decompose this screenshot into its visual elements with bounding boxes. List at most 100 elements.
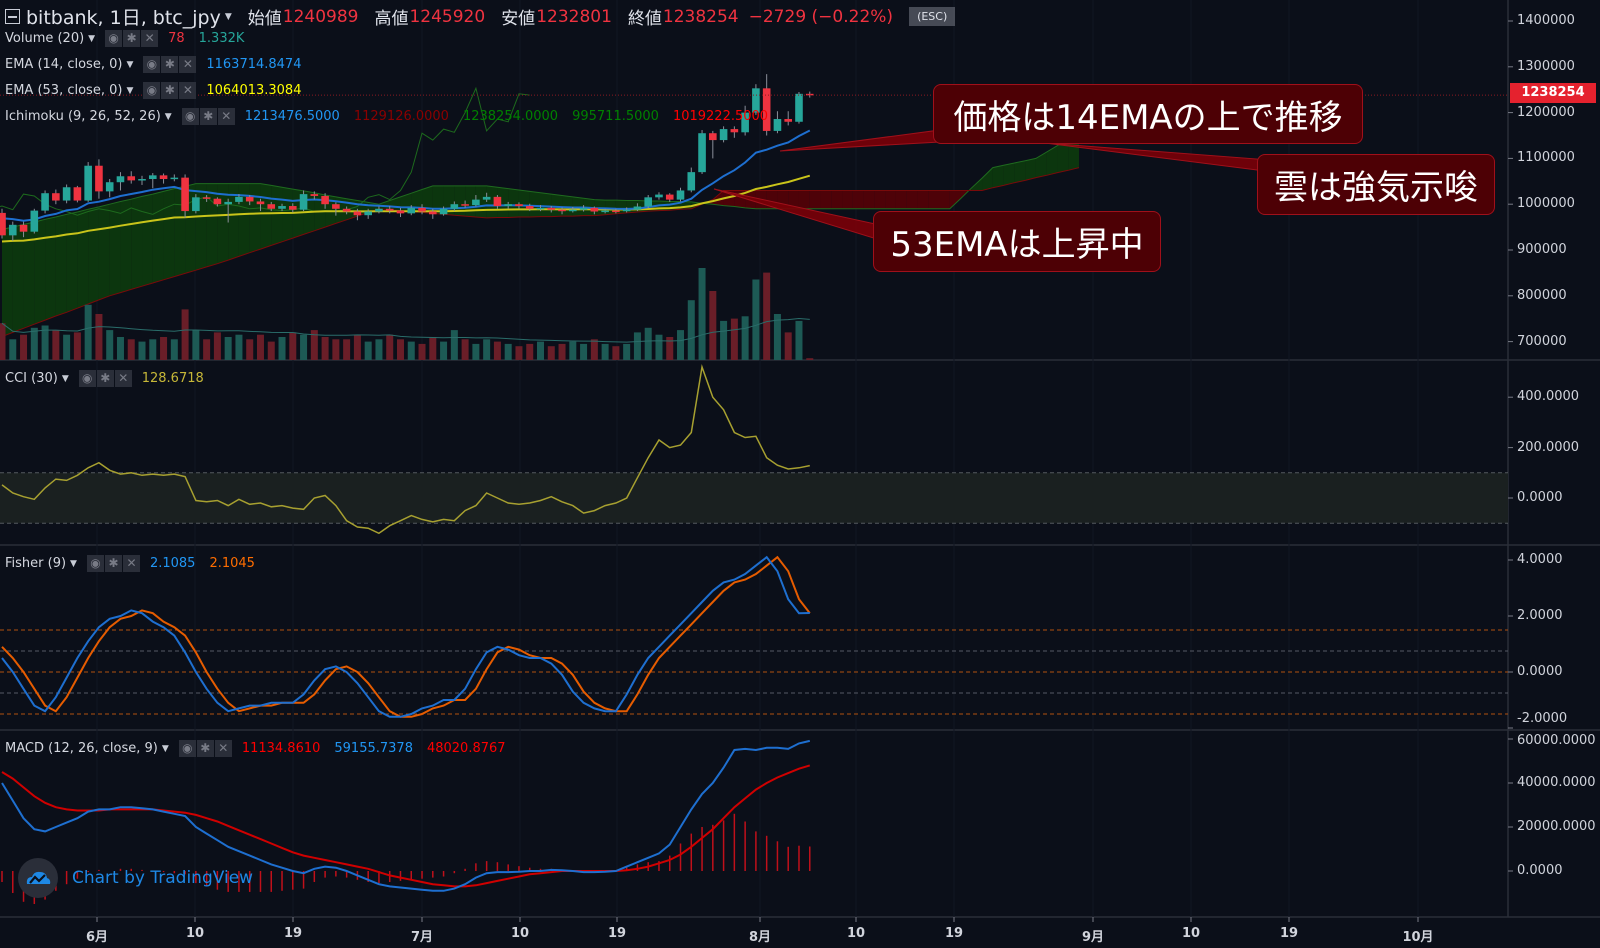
candle-body [342, 208, 351, 212]
candle-body [192, 197, 200, 212]
ichimoku-cloud-segment [982, 167, 993, 191]
close-icon[interactable]: ✕ [122, 555, 140, 572]
change-value: −2729 (−0.22%) [748, 6, 894, 27]
legend-name[interactable]: Fisher (9) [5, 556, 67, 571]
price-pane[interactable] [0, 74, 1508, 360]
visibility-icon[interactable]: ◉ [105, 30, 123, 47]
legend-value: 78 [168, 31, 185, 46]
legend-name[interactable]: EMA (53, close, 0) [5, 83, 123, 98]
legend-name[interactable]: MACD (12, 26, close, 9) [5, 741, 158, 756]
legend-value: 2.1045 [209, 556, 255, 571]
collapse-icon[interactable] [5, 9, 20, 24]
time-axis-label: 19 [1279, 926, 1299, 941]
legend-name[interactable]: Volume (20) [5, 31, 85, 46]
symbol-title[interactable]: bitbank, 1日, btc_jpy [26, 7, 221, 29]
visibility-icon[interactable]: ◉ [143, 82, 161, 99]
legend-fisher[interactable]: Fisher (9) ▼ ◉ ✱ ✕ 2.1085 2.1045 [5, 555, 263, 572]
legend-name[interactable]: Ichimoku (9, 26, 52, 26) [5, 109, 161, 124]
volume-bar [52, 330, 60, 360]
legend-cci[interactable]: CCI (30) ▼ ◉ ✱ ✕ 128.6718 [5, 370, 212, 387]
ichimoku-cloud-segment [1014, 160, 1026, 183]
gear-icon[interactable]: ✱ [123, 30, 141, 47]
chevron-down-icon[interactable]: ▼ [164, 111, 172, 122]
fisher-trigger-line [1, 555, 811, 718]
chevron-down-icon[interactable]: ▼ [224, 11, 232, 22]
legend-name[interactable]: CCI (30) [5, 371, 58, 386]
chevron-down-icon[interactable]: ▼ [161, 743, 169, 754]
tradingview-watermark[interactable]: Chart by TradingView [18, 858, 253, 898]
volume-bar [343, 339, 351, 360]
legend-volume[interactable]: Volume (20) ▼ ◉ ✱ ✕ 78 1.332K [5, 30, 252, 47]
close-icon[interactable]: ✕ [179, 82, 197, 99]
candle-body [515, 204, 523, 207]
ichimoku-cloud-segment [605, 200, 616, 215]
ichimoku-cloud-segment [917, 190, 929, 209]
chevron-down-icon[interactable]: ▼ [126, 59, 134, 70]
close-label: 終値 [627, 9, 662, 29]
visibility-icon[interactable]: ◉ [78, 370, 96, 387]
volume-bar [633, 332, 641, 360]
chevron-down-icon[interactable]: ▼ [70, 558, 77, 569]
gear-icon[interactable]: ✱ [199, 108, 217, 125]
visibility-icon[interactable]: ◉ [178, 740, 196, 757]
chevron-down-icon[interactable]: ▼ [88, 33, 96, 44]
close-icon[interactable]: ✕ [217, 108, 235, 125]
gear-icon[interactable]: ✱ [104, 555, 122, 572]
candle-body [127, 176, 136, 181]
ichimoku-cloud-segment [712, 190, 724, 206]
close-icon[interactable]: ✕ [214, 740, 232, 757]
legend-ichimoku[interactable]: Ichimoku (9, 26, 52, 26) ▼ ◉ ✱ ✕ 1213476.5000… [5, 108, 776, 125]
candle-body [773, 119, 782, 131]
close-icon[interactable]: ✕ [179, 56, 197, 73]
close-icon[interactable]: ✕ [114, 370, 132, 387]
esc-hint[interactable]: (ESC) [909, 7, 956, 26]
candle-body [116, 176, 125, 183]
candle-body [698, 133, 706, 173]
legend-macd[interactable]: MACD (12, 26, close, 9) ▼ ◉ ✱ ✕ 11134.8610 591… [5, 740, 514, 757]
volume-bar [30, 327, 38, 360]
time-axis-label: 9月 [1081, 930, 1105, 945]
candle-body [148, 175, 157, 180]
chevron-down-icon[interactable]: ▼ [61, 373, 69, 384]
fisher-pane[interactable] [0, 555, 1508, 718]
legend-ema53[interactable]: EMA (53, close, 0) ▼ ◉ ✱ ✕ 1064013.3084 [5, 82, 309, 99]
tradingview-logo-icon [18, 858, 58, 898]
volume-bar [375, 339, 383, 360]
ichimoku-cloud-segment [788, 190, 799, 209]
gear-icon[interactable]: ✱ [196, 740, 214, 757]
volume-bar [235, 334, 243, 360]
candle-body [407, 207, 416, 214]
candle-body [73, 187, 82, 201]
cci-pane[interactable] [0, 364, 1508, 535]
volume-bar [741, 316, 749, 360]
annotation-ema53[interactable]: 53EMAは上昇中 [873, 211, 1161, 272]
high-label: 高値 [374, 9, 409, 29]
close-icon[interactable]: ✕ [141, 30, 159, 47]
visibility-icon[interactable]: ◉ [86, 555, 104, 572]
legend-name[interactable]: EMA (14, close, 0) [5, 57, 123, 72]
annotation-cloud[interactable]: 雲は強気示唆 [1257, 154, 1495, 215]
candle-body [676, 190, 685, 200]
macd-pane[interactable] [1, 739, 811, 904]
volume-bar [73, 332, 81, 360]
time-axis-label: 19 [607, 926, 627, 941]
annotation-ema14[interactable]: 価格は14EMAの上で推移 [933, 84, 1363, 144]
candle-body [482, 196, 491, 200]
candle-body [590, 207, 599, 212]
volume-bar [720, 320, 728, 360]
gear-icon[interactable]: ✱ [161, 82, 179, 99]
candle-body [525, 206, 534, 209]
axis-label: 700000 [1517, 333, 1567, 349]
candle-body [41, 193, 49, 211]
legend-ema14[interactable]: EMA (14, close, 0) ▼ ◉ ✱ ✕ 1163714.8474 [5, 56, 309, 73]
ichimoku-cloud-segment [874, 190, 886, 209]
visibility-icon[interactable]: ◉ [181, 108, 199, 125]
gear-icon[interactable]: ✱ [96, 370, 114, 387]
visibility-icon[interactable]: ◉ [143, 56, 161, 73]
candle-body [450, 204, 459, 209]
chevron-down-icon[interactable]: ▼ [126, 85, 134, 96]
open-label: 始値 [247, 9, 282, 29]
gear-icon[interactable]: ✱ [161, 56, 179, 73]
candle-body [8, 224, 17, 236]
